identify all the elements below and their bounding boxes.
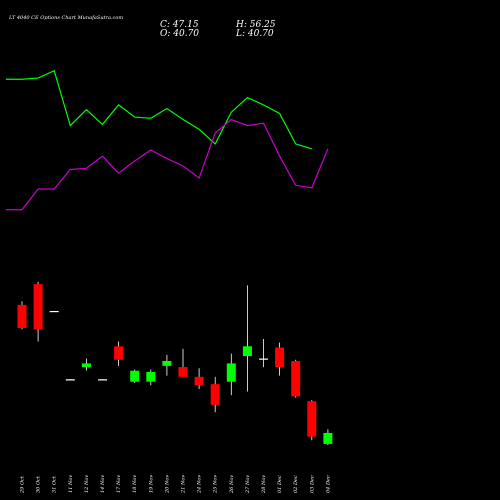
candle <box>226 353 236 396</box>
candle-body <box>307 401 317 437</box>
x-tick-label: 18 Nov <box>132 475 138 493</box>
overlay-lines <box>5 69 329 211</box>
candle <box>65 379 75 381</box>
candle <box>49 310 59 313</box>
candle <box>33 281 43 342</box>
x-tick-label: 30 Oct <box>36 475 42 493</box>
candle-body <box>81 363 91 368</box>
x-axis-ticks: 29 Oct 30 Oct 31 Oct 11 Nov 12 Nov 14 Nov 17 N… <box>20 475 332 494</box>
x-tick-label: 03 Dec <box>309 475 315 493</box>
x-tick-label: 27 Nov <box>245 475 251 494</box>
candle <box>98 379 107 381</box>
open-label: O: 40.70 <box>160 29 199 39</box>
candle <box>114 341 124 366</box>
x-tick-label: 29 Oct <box>20 475 26 494</box>
x-tick-label: 20 Nov <box>164 475 170 494</box>
candle <box>130 369 140 383</box>
candle <box>194 368 204 390</box>
x-tick-label: 21 Nov <box>181 475 187 494</box>
candle-body <box>259 358 268 360</box>
upper-line <box>5 69 312 150</box>
candle-body <box>323 432 333 444</box>
candle <box>146 369 156 386</box>
candle <box>259 339 268 368</box>
candle-body <box>162 360 172 366</box>
x-tick-label: 11 Nov <box>68 475 74 493</box>
candle-body <box>242 346 252 357</box>
x-tick-label: 02 Dec <box>293 475 299 493</box>
candle-body <box>291 360 301 397</box>
candle <box>178 348 188 377</box>
chart-title: LT 4040 CE Options Chart MunafaSutra.com <box>8 15 123 21</box>
lower-line <box>5 118 329 211</box>
high-label: H: 56.25 <box>235 20 276 30</box>
candle <box>291 359 301 398</box>
x-tick-label: 25 Nov <box>213 475 219 494</box>
x-tick-label: 19 Nov <box>148 475 154 493</box>
candle <box>242 285 252 392</box>
candle-body <box>33 284 43 330</box>
candle <box>275 342 285 376</box>
close-label: C: 47.15 <box>160 20 199 30</box>
x-tick-label: 12 Nov <box>84 475 90 493</box>
candle-body <box>194 376 204 386</box>
candle <box>17 301 27 330</box>
candle-body <box>146 371 156 382</box>
candle-body <box>114 346 124 360</box>
x-tick-label: 01 Dec <box>277 475 283 493</box>
x-tick-label: 14 Nov <box>100 475 106 493</box>
candle <box>210 376 220 413</box>
candle-body <box>17 304 27 329</box>
candle <box>81 358 91 371</box>
x-tick-label: 31 Oct <box>52 475 58 493</box>
x-tick-label: 17 Nov <box>116 475 122 493</box>
candle <box>162 354 172 376</box>
candle-body <box>226 363 236 382</box>
candle-body <box>275 347 285 368</box>
candle-body <box>210 384 220 405</box>
candles <box>17 281 333 446</box>
x-tick-label: 26 Nov <box>229 475 235 494</box>
x-tick-label: 28 Nov <box>261 475 267 494</box>
low-label: L: 40.70 <box>235 29 274 39</box>
x-tick-label: 04 Dec <box>325 475 331 493</box>
candle <box>323 429 333 446</box>
candle-body <box>98 379 107 381</box>
candle-body <box>49 310 59 313</box>
candle-body <box>130 370 140 382</box>
candle-body <box>65 379 75 381</box>
candle <box>307 400 317 441</box>
x-tick-label: 24 Nov <box>197 475 203 494</box>
candle-body <box>178 367 188 377</box>
